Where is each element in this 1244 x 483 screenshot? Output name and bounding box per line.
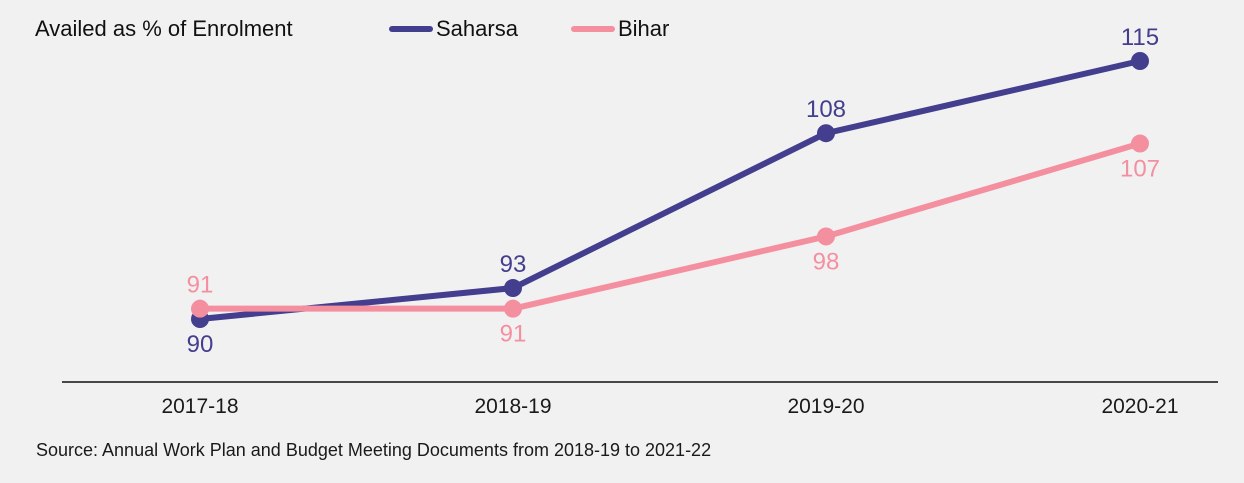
series-line-bihar [197,140,1143,312]
data-point-bihar [817,227,835,246]
x-tick-label: 2019-20 [787,395,864,418]
data-label-saharsa: 108 [806,96,846,123]
x-axis-tick-labels: 2017-18 2018-19 2019-20 2020-21 [161,395,1178,418]
x-tick-label: 2017-18 [161,395,238,418]
x-tick-label: 2018-19 [474,395,551,418]
series-line-saharsa [197,58,1143,322]
chart-title: Availed as % of Enrolment [35,16,293,41]
data-label-bihar: 98 [813,248,840,275]
legend: Saharsa Bihar [389,16,669,41]
data-point-bihar [504,299,522,318]
data-label-saharsa: 90 [187,331,214,358]
legend-label-saharsa: Saharsa [436,16,519,41]
source-note: Source: Annual Work Plan and Budget Meet… [36,440,711,460]
data-label-bihar: 91 [500,321,527,348]
data-labels: 90 93 108 115 91 91 98 107 [187,24,1160,358]
data-label-saharsa: 115 [1121,24,1159,51]
data-label-bihar: 107 [1120,156,1160,183]
series-points [191,52,1149,328]
x-tick-label: 2020-21 [1101,395,1178,418]
data-point-bihar [191,299,209,318]
data-point-saharsa [504,279,522,298]
series-lines [197,58,1143,322]
data-point-saharsa [1131,52,1149,70]
data-point-bihar [1131,134,1149,153]
legend-label-bihar: Bihar [618,16,669,41]
data-point-saharsa [817,124,835,143]
data-label-bihar: 91 [187,272,214,299]
data-label-saharsa: 93 [500,251,527,278]
